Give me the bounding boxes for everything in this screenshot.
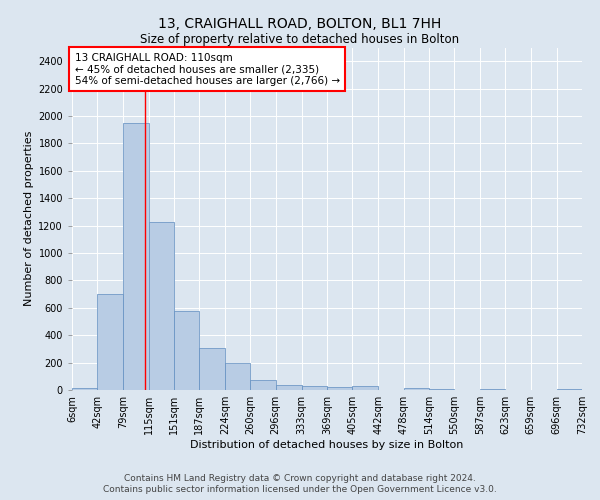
Bar	[174, 311, 199, 390]
Bar	[72, 388, 97, 390]
Y-axis label: Number of detached properties: Number of detached properties	[24, 131, 34, 306]
Bar	[480, 388, 505, 390]
Text: 13, CRAIGHALL ROAD, BOLTON, BL1 7HH: 13, CRAIGHALL ROAD, BOLTON, BL1 7HH	[158, 18, 442, 32]
Bar	[123, 123, 149, 390]
Bar	[302, 386, 327, 390]
Bar	[97, 294, 123, 390]
Bar	[250, 380, 276, 390]
Text: 13 CRAIGHALL ROAD: 110sqm
← 45% of detached houses are smaller (2,335)
54% of se: 13 CRAIGHALL ROAD: 110sqm ← 45% of detac…	[74, 52, 340, 86]
Bar	[352, 386, 378, 390]
Text: Contains HM Land Registry data © Crown copyright and database right 2024.
Contai: Contains HM Land Registry data © Crown c…	[103, 474, 497, 494]
Bar	[225, 362, 250, 390]
Bar	[276, 384, 302, 390]
Bar	[327, 386, 352, 390]
X-axis label: Distribution of detached houses by size in Bolton: Distribution of detached houses by size …	[190, 440, 464, 450]
Text: Size of property relative to detached houses in Bolton: Size of property relative to detached ho…	[140, 32, 460, 46]
Bar	[557, 388, 582, 390]
Bar	[404, 388, 429, 390]
Bar	[199, 348, 225, 390]
Bar	[149, 222, 174, 390]
Bar	[429, 388, 454, 390]
